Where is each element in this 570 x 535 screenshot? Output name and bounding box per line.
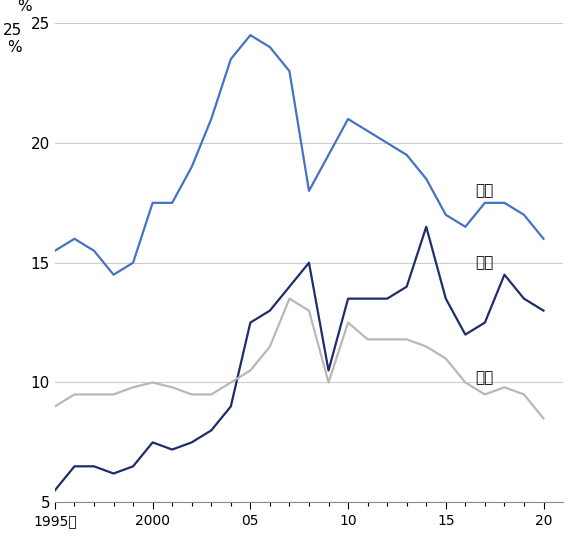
Text: 米国: 米国	[475, 370, 494, 385]
Text: 日本: 日本	[475, 255, 494, 270]
Text: %: %	[7, 40, 22, 55]
Y-axis label: %: %	[17, 0, 32, 13]
Text: 25: 25	[3, 23, 22, 38]
Text: 中国: 中国	[475, 184, 494, 198]
